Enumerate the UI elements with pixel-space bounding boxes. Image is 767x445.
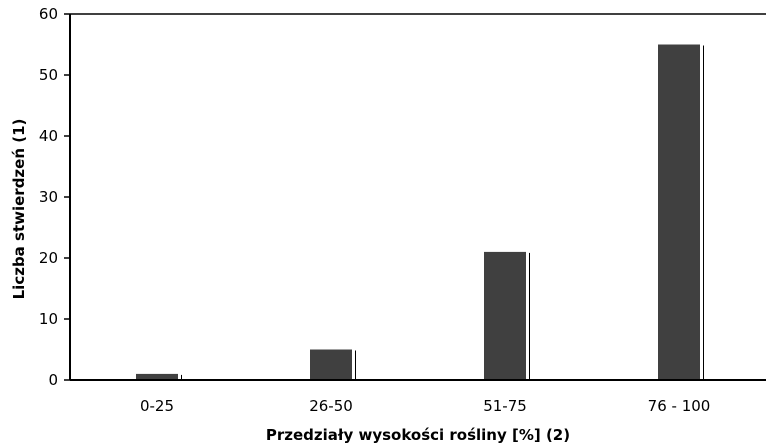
bar-4 <box>658 44 704 380</box>
y-tick-label: 60 <box>39 5 58 23</box>
bar-edge <box>355 350 356 380</box>
y-tick-label: 40 <box>39 127 58 145</box>
bar-highlight <box>352 350 355 380</box>
bar-3 <box>484 251 530 380</box>
x-axis-title: Przedziały wysokości rośliny [%] (2) <box>266 426 570 444</box>
bar-2 <box>310 349 356 380</box>
bars <box>136 44 704 380</box>
x-tick-label: 51-75 <box>483 397 527 415</box>
bar-highlight <box>700 45 703 380</box>
x-tick-label: 26-50 <box>309 397 353 415</box>
bar-fill <box>658 44 700 380</box>
bar-edge <box>703 45 704 380</box>
bar-fill <box>136 373 178 380</box>
bar-fill <box>310 349 352 380</box>
y-tick-label: 0 <box>48 371 58 389</box>
x-axis-ticks: 0-25 26-50 51-75 76 - 100 <box>140 397 710 415</box>
y-axis-title: Liczba stwierdzeń (1) <box>10 119 28 300</box>
x-tick-label: 0-25 <box>140 397 174 415</box>
bar-highlight <box>526 252 529 380</box>
bar-1 <box>136 373 182 380</box>
y-tick-label: 30 <box>39 188 58 206</box>
y-axis-ticks: 0 10 20 30 40 50 60 <box>39 5 70 389</box>
bar-fill <box>484 251 526 380</box>
x-tick-label: 76 - 100 <box>648 397 711 415</box>
y-tick-label: 50 <box>39 66 58 84</box>
bar-highlight <box>178 374 181 380</box>
y-tick-label: 20 <box>39 249 58 267</box>
bar-edge <box>529 252 530 380</box>
y-tick-label: 10 <box>39 310 58 328</box>
bar-edge <box>181 374 182 380</box>
